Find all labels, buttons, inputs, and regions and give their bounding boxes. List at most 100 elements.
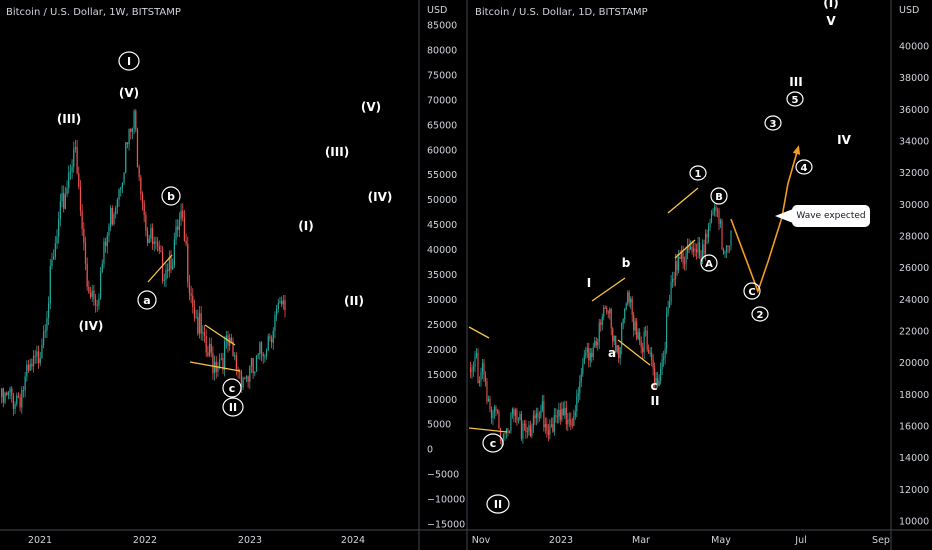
candle-body [111, 207, 113, 225]
candle-body [719, 220, 722, 224]
candle-body [42, 331, 45, 345]
candle-body [212, 352, 214, 374]
candle-body [24, 376, 26, 391]
candle-body [607, 312, 609, 314]
candle-body [265, 350, 268, 357]
candle-body [74, 147, 77, 149]
left-chart-title: Bitcoin / U.S. Dollar, 1W, BITSTAMP [6, 7, 181, 18]
candle-body [496, 410, 499, 412]
candle-body [180, 210, 182, 220]
wave-label-circle [482, 433, 504, 453]
candle-body [240, 371, 243, 388]
y-tick-label: 65000 [427, 120, 457, 131]
candle-body [580, 373, 582, 382]
candle-body [260, 342, 263, 354]
candle-body [709, 222, 711, 227]
candle-body [474, 356, 476, 367]
candle-body [192, 295, 194, 308]
wave-expected-callout[interactable]: Wave expected [792, 205, 870, 227]
candle-body [56, 236, 58, 244]
left-triangle-lower [189, 361, 241, 372]
wave-label-III-paren: (III) [57, 112, 81, 126]
y-tick-label: 10000 [427, 395, 457, 406]
right-trendline-start [468, 326, 490, 339]
y-tick-label: 45000 [427, 220, 457, 231]
candle-body [660, 369, 662, 381]
candle-body [721, 220, 723, 250]
y-tick-label: 50000 [427, 195, 457, 206]
candle-body [603, 307, 605, 317]
candle-body [49, 266, 51, 304]
y-tick-label: 36000 [899, 105, 929, 116]
candle-body [471, 369, 473, 372]
candle-body [601, 316, 603, 325]
y-tick-label: 40000 [899, 42, 929, 53]
wave-label-II-paren: (II) [344, 294, 364, 308]
wave-label-2: 2 [757, 310, 764, 321]
candle-body [472, 366, 475, 370]
candle-body [730, 230, 732, 246]
candle-body [649, 352, 651, 354]
candle-body [573, 416, 575, 426]
wave-label-II-circled: II [494, 498, 502, 511]
y-tick-label: 22000 [899, 327, 929, 338]
candle-body [118, 189, 120, 200]
candle-body [259, 342, 261, 354]
candle-body [193, 307, 196, 318]
candle-body [158, 245, 160, 251]
candle-body [39, 358, 41, 364]
candle-body [269, 336, 271, 339]
candle-body [658, 380, 660, 386]
candle-body [59, 201, 61, 220]
candle-body [618, 345, 620, 359]
candle-body [493, 406, 496, 413]
candle-body [182, 210, 184, 218]
candle-body [279, 301, 281, 303]
candle-body [592, 347, 594, 358]
left-axis-unit: USD [427, 5, 447, 16]
candle-body [490, 408, 493, 419]
candle-body [687, 245, 689, 254]
wave-label-II-right: II [651, 394, 660, 408]
candle-body [519, 414, 521, 420]
candle-body [247, 376, 249, 382]
candle-body [487, 398, 490, 402]
candle-body [531, 428, 533, 436]
candle-body [661, 359, 663, 370]
candle-body [69, 171, 72, 173]
candle-body [630, 298, 632, 303]
candle-body [489, 398, 491, 409]
candle-body [685, 253, 687, 264]
candle-body [151, 227, 154, 244]
candle-body [543, 401, 545, 428]
candle-body [664, 348, 666, 358]
wave-label-III-paren-future: (III) [325, 145, 349, 159]
candle-body [682, 252, 684, 264]
candle-body [19, 397, 21, 408]
candle-body [634, 321, 636, 331]
candle-body [88, 286, 90, 293]
wave-label-IV-paren-future: (IV) [368, 190, 393, 204]
candle-body [525, 424, 527, 432]
candle-body [128, 128, 130, 145]
candle-body [37, 351, 40, 364]
candle-body [93, 290, 95, 300]
candle-body [275, 309, 278, 316]
y-tick-label: −15000 [427, 520, 465, 531]
candle-body [68, 172, 70, 188]
wave-label-I-paren-top: (I) [823, 0, 838, 10]
candle-body [153, 241, 155, 244]
candle-body [643, 331, 645, 353]
candle-body [514, 410, 516, 416]
candle-body [47, 303, 50, 318]
candle-body [574, 411, 576, 417]
candle-body [693, 248, 695, 252]
wave-label-b: b [622, 256, 631, 270]
candle-body [203, 332, 206, 337]
candle-body [672, 278, 674, 283]
candle-body [504, 432, 506, 434]
candle-body [600, 322, 602, 325]
candle-body [637, 332, 639, 339]
wave-label-circle [689, 165, 707, 181]
